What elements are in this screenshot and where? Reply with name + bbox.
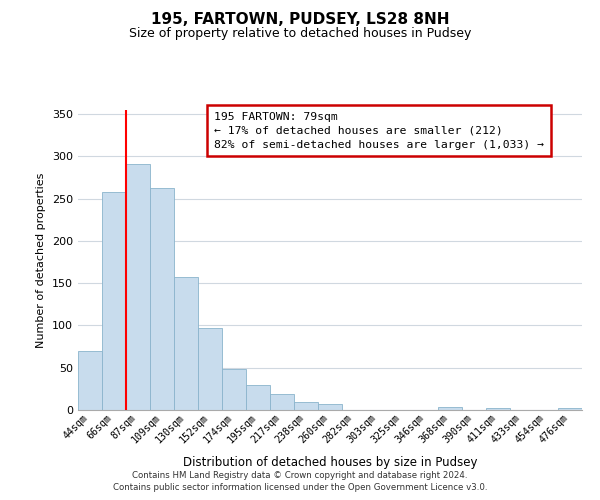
Bar: [270, 394, 294, 410]
X-axis label: Distribution of detached houses by size in Pudsey: Distribution of detached houses by size …: [183, 456, 477, 469]
Bar: [150, 188, 174, 410]
Bar: [558, 408, 582, 410]
Bar: [198, 328, 222, 410]
Bar: [486, 408, 510, 410]
Bar: [294, 402, 318, 410]
Bar: [78, 351, 102, 410]
Bar: [174, 278, 198, 410]
Bar: [126, 164, 150, 410]
Text: 195 FARTOWN: 79sqm
← 17% of detached houses are smaller (212)
82% of semi-detach: 195 FARTOWN: 79sqm ← 17% of detached hou…: [214, 112, 544, 150]
Text: Size of property relative to detached houses in Pudsey: Size of property relative to detached ho…: [129, 28, 471, 40]
Bar: [438, 406, 462, 410]
Bar: [318, 404, 342, 410]
Bar: [246, 386, 270, 410]
Y-axis label: Number of detached properties: Number of detached properties: [37, 172, 46, 348]
Text: Contains HM Land Registry data © Crown copyright and database right 2024.: Contains HM Land Registry data © Crown c…: [132, 471, 468, 480]
Text: Contains public sector information licensed under the Open Government Licence v3: Contains public sector information licen…: [113, 484, 487, 492]
Bar: [222, 370, 246, 410]
Bar: [102, 192, 126, 410]
Text: 195, FARTOWN, PUDSEY, LS28 8NH: 195, FARTOWN, PUDSEY, LS28 8NH: [151, 12, 449, 28]
